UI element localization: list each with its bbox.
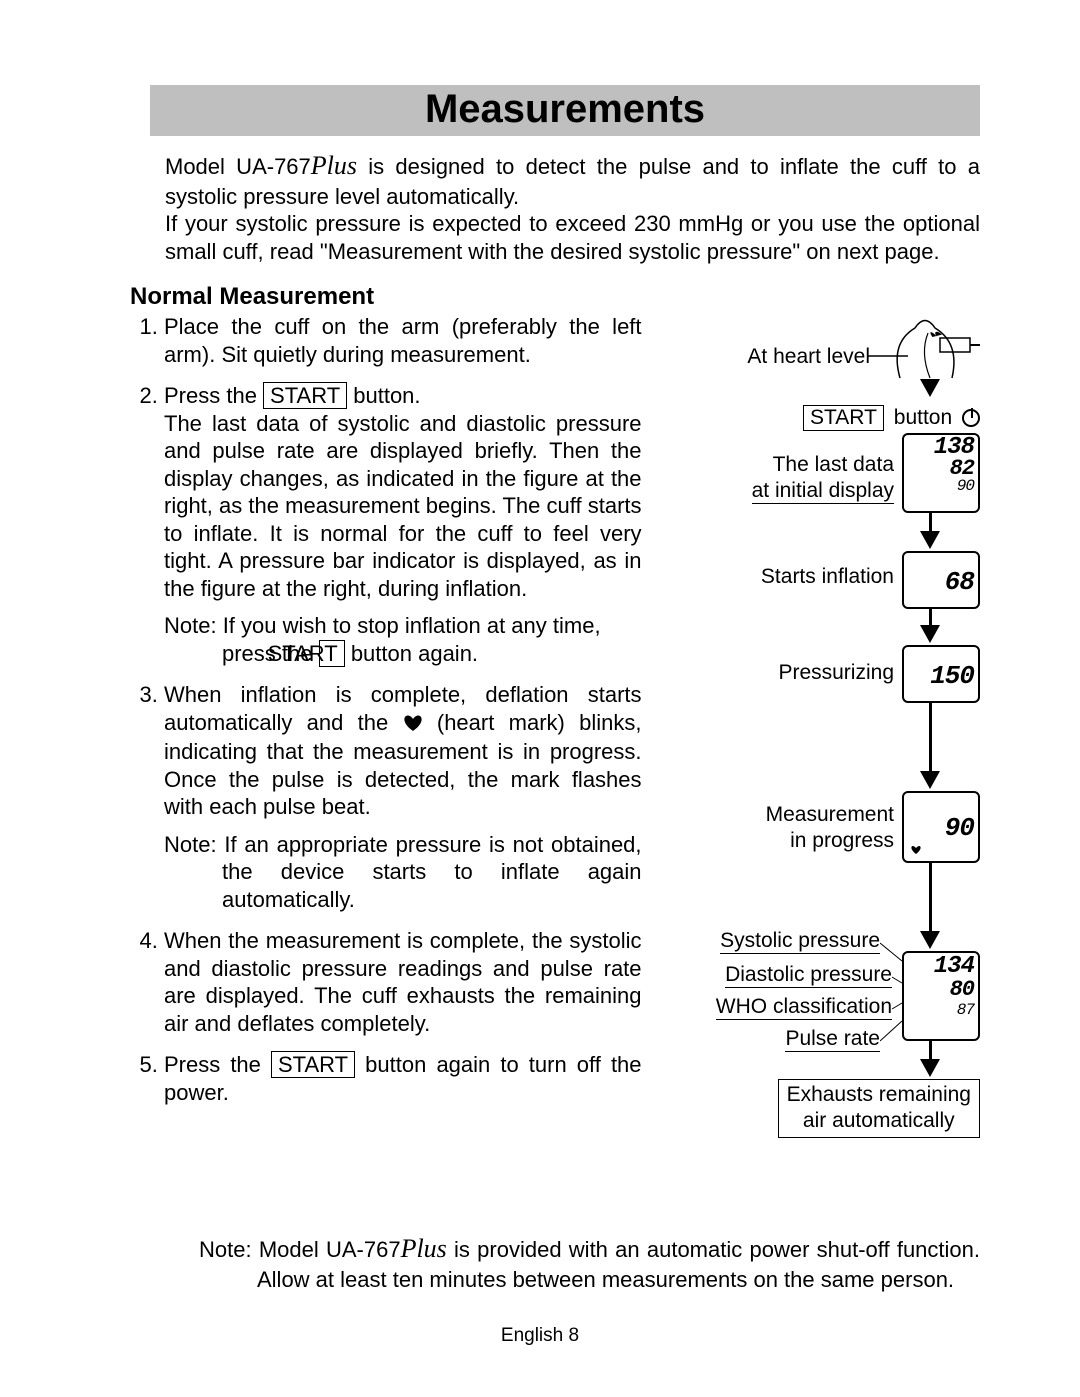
label-pulse: Pulse rate [785,1027,880,1052]
torso-icon [880,303,980,383]
label-measurement-2: in progress [790,829,894,853]
arrow-2 [920,531,940,549]
step-3-note: Note: If an appropriate pressure is not … [164,831,642,914]
page-title: Measurements [150,85,980,136]
step-4: When the measurement is complete, the sy… [164,927,642,1037]
model-prefix: Model UA-767 [165,154,311,179]
model-plus-script-2: Plus [401,1234,447,1263]
exhaust-line-1: Exhausts remaining [787,1082,971,1108]
label-pressurizing: Pressurizing [778,661,894,685]
label-diastolic: Diastolic pressure [725,963,892,988]
lcd-pressurizing: 150 [902,645,980,703]
step-5: Press the START button again to turn off… [164,1051,642,1106]
connector-4 [929,863,932,933]
label-last-data-1: The last data [773,453,894,477]
connector-3 [929,703,932,773]
connector-1 [929,513,932,533]
label-systolic: Systolic pressure [720,929,880,954]
lcd-pressurizing-val: 150 [904,661,978,691]
section-heading: Normal Measurement [130,283,980,311]
intro-paragraph-1: Model UA-767Plus is designed to detect t… [165,150,980,210]
flow-diagram: At heart level START button 138 82 90 Th… [646,313,980,1233]
start-button-box-2: START [319,640,345,667]
heart-icon [403,711,423,739]
exhaust-line-2: air automatically [787,1108,971,1134]
page-footer: English 8 [0,1325,1080,1347]
start-button-box: START [263,382,347,409]
arrow-3 [920,625,940,643]
lcd-inflation: 68 [902,551,980,609]
connector-5 [929,1041,932,1061]
step-2-c: The last data of systolic and diastolic … [164,410,642,603]
lcd-progress-val: 90 [904,813,978,843]
lcd-progress: 90 [902,791,980,863]
label-who: WHO classification [716,995,892,1020]
model-plus-script: Plus [311,151,357,180]
lcd-last-data: 138 82 90 [902,433,980,513]
arrow-6 [920,1059,940,1077]
power-icon [962,409,980,427]
step-5-a: Press the [164,1052,271,1077]
step-5-note-a: Note: Model UA-767 [199,1237,401,1262]
lcd-inflation-val: 68 [904,567,978,597]
start-button-box-3: START [271,1051,355,1078]
lcd-last-pulse: 90 [908,478,974,494]
label-measurement-1: Measurement [766,803,894,827]
step-1: Place the cuff on the arm (preferably th… [164,313,642,368]
step-3: When inflation is complete, deflation st… [164,681,642,913]
label-starts-inflation: Starts inflation [761,565,894,589]
connector-lines [880,941,980,1051]
diagram-start-box: START [803,405,884,431]
step-5-note: Note: Model UA-767Plus is provided with … [199,1233,980,1293]
exhaust-box: Exhausts remaining air automatically [778,1079,980,1138]
label-heart-level: At heart level [747,345,870,369]
intro-paragraph-2: If your systolic pressure is expected to… [165,210,980,265]
step-2-b: button. [347,383,420,408]
label-button: button [894,406,952,429]
arrow-4 [920,771,940,789]
step-2-note: Note: If you wish to stop inflation at a… [164,612,642,667]
step-2-a: Press the [164,383,263,408]
step-2-note-b: button again. [345,641,478,666]
arrow-1 [920,379,940,397]
lcd-last-dia: 82 [908,459,974,479]
label-last-data-2: at initial display [752,479,894,504]
step-2: Press the START button. The last data of… [164,382,642,667]
